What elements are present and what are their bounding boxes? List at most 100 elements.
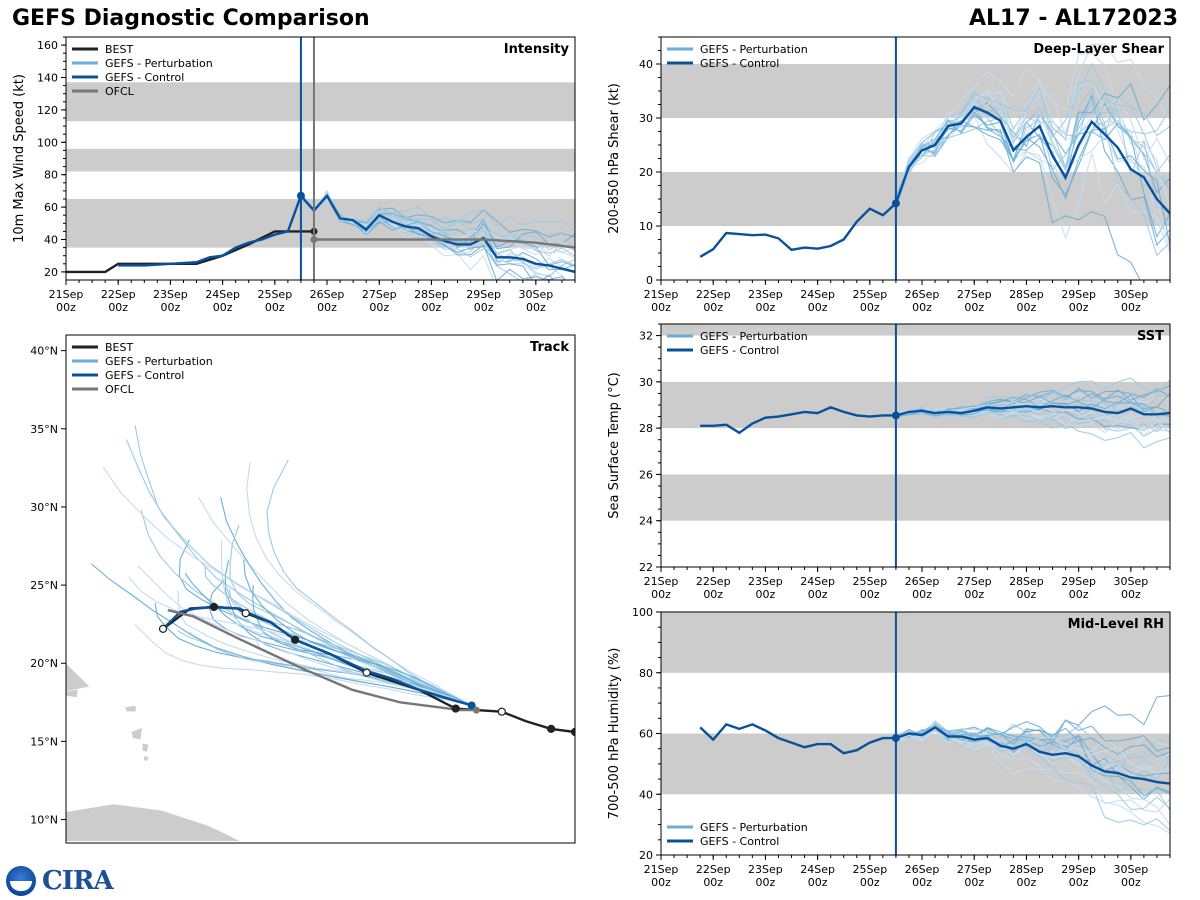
intensity-xtick-sublabel: 00z [474,301,494,314]
rh-xtick-label: 22Sep [696,863,731,876]
intensity-plot-area [66,82,575,280]
sst-ytick-label: 32 [639,330,653,343]
sst-plot-area [661,324,1170,521]
intensity-ytick-label: 80 [44,169,58,182]
shear-perturbation-line [895,52,1170,209]
sst-perturbation-line [895,385,1170,418]
panel-shear: 01020304021Sep00z22Sep00z23Sep00z24Sep00… [607,36,1171,314]
cira-wordmark: CIRA [42,866,114,896]
shear-band [661,172,1170,226]
track-best-marker [290,635,300,644]
shear-xtick-sublabel: 00z [1017,301,1037,314]
track-legend-label: GEFS - Control [105,369,184,382]
sst-xtick-sublabel: 00z [912,588,932,601]
land-mass [130,726,143,741]
sst-xtick-sublabel: 00z [1017,588,1037,601]
rh-band [661,612,1170,673]
page-title: GEFS Diagnostic Comparison [12,6,370,31]
shear-xtick-sublabel: 00z [808,301,828,314]
shear-ytick-label: 0 [646,274,653,287]
rh-plot-area [661,612,1170,834]
intensity-xtick-label: 23Sep [153,288,188,301]
rh-xtick-label: 27Sep [957,863,992,876]
intensity-xtick-label: 25Sep [257,288,292,301]
rh-xtick-sublabel: 00z [651,876,671,889]
intensity-xtick-label: 29Sep [466,288,501,301]
track-map-area [66,425,575,842]
storm-id: AL17 - AL172023 [969,6,1178,31]
shear-xtick-sublabel: 00z [912,301,932,314]
shear-xtick-label: 25Sep [852,288,887,301]
sst-xtick-label: 26Sep [905,575,940,588]
intensity-xtick-sublabel: 00z [526,301,546,314]
rh-ytick-label: 20 [639,849,653,862]
rh-xtick-sublabel: 00z [1069,876,1089,889]
rh-legend-label: GEFS - Control [700,835,779,848]
rh-title: Mid-Level RH [1068,617,1164,632]
sst-xtick-label: 24Sep [800,575,835,588]
intensity-legend-label: OFCL [105,85,135,98]
rh-xtick-label: 28Sep [1009,863,1044,876]
sst-perturbation-line [895,408,1170,434]
rh-xtick-label: 30Sep [1113,863,1148,876]
noaa-icon [6,866,36,896]
shear-xtick-sublabel: 00z [964,301,984,314]
track-best-marker [451,704,460,713]
intensity-xtick-sublabel: 00z [213,301,233,314]
shear-xtick-label: 22Sep [696,288,731,301]
shear-ytick-label: 10 [639,220,653,233]
sst-xtick-sublabel: 00z [808,588,828,601]
shear-legend-label: GEFS - Perturbation [700,43,808,56]
intensity-xtick-sublabel: 00z [161,301,181,314]
track-perturbation-line [197,496,472,706]
track-perturbation-line [246,461,472,706]
track-best-marker [497,707,506,716]
intensity-xtick-label: 27Sep [362,288,397,301]
rh-xtick-label: 26Sep [905,863,940,876]
track-ofcl-line [167,608,477,712]
rh-xtick-sublabel: 00z [912,876,932,889]
shear-xtick-label: 23Sep [748,288,783,301]
rh-xtick-label: 21Sep [644,863,679,876]
track-ytick-label: 25°N [30,579,58,592]
sst-gefs-control-line [700,404,1170,435]
intensity-band [66,82,575,122]
rh-perturbation-line [895,728,1170,773]
track-legend-label: OFCL [105,383,135,396]
shear-xtick-sublabel: 00z [756,301,776,314]
intensity-xtick-sublabel: 00z [369,301,389,314]
land-mass [143,755,150,763]
sst-perturbation-line [895,377,1170,416]
track-control-init-marker [467,701,476,710]
track-ytick-label: 30°N [30,501,58,514]
sst-xtick-label: 23Sep [748,575,783,588]
intensity-xtick-sublabel: 00z [422,301,442,314]
rh-ylabel: 700-500 hPa Humidity (%) [607,648,622,820]
land-mass [66,662,91,692]
intensity-xtick-label: 21Sep [49,288,84,301]
track-best-marker [241,609,250,618]
intensity-gefs-control-line [118,193,575,274]
shear-ytick-label: 40 [639,58,653,71]
shear-gefs-control-line [699,105,1170,258]
track-perturbation-line [204,566,472,706]
intensity-title: Intensity [504,42,570,57]
intensity-xtick-sublabel: 00z [317,301,337,314]
intensity-band [66,148,575,172]
sst-xtick-label: 28Sep [1009,575,1044,588]
intensity-legend-label: GEFS - Control [105,71,184,84]
rh-xtick-sublabel: 00z [808,876,828,889]
shear-xtick-label: 24Sep [800,288,835,301]
rh-xtick-sublabel: 00z [860,876,880,889]
intensity-ytick-label: 40 [44,234,58,247]
sst-xtick-label: 25Sep [852,575,887,588]
shear-xtick-label: 29Sep [1061,288,1096,301]
sst-xtick-sublabel: 00z [964,588,984,601]
intensity-xtick-label: 30Sep [518,288,553,301]
panel-sst: 22242628303221Sep00z22Sep00z23Sep00z24Se… [607,323,1171,601]
track-perturbation-line [125,439,472,706]
shear-xtick-label: 28Sep [1009,288,1044,301]
sst-ytick-label: 22 [639,561,653,574]
intensity-xtick-sublabel: 00z [265,301,285,314]
